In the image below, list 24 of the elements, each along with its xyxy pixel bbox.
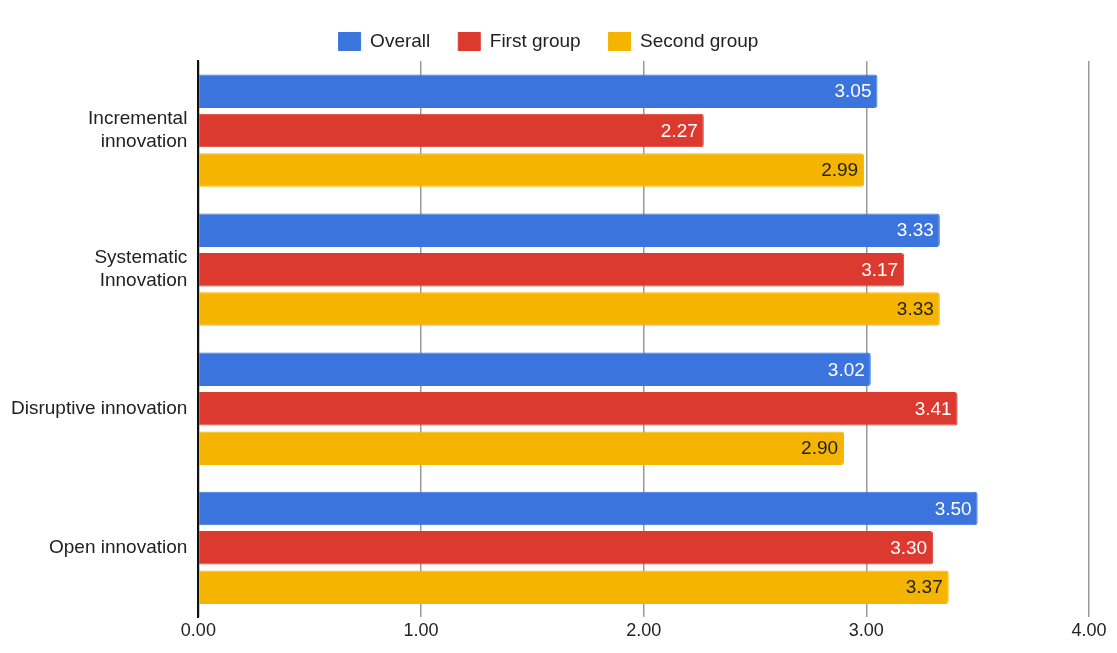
legend-label: Overall bbox=[370, 29, 431, 51]
x-tick-label: 3.00 bbox=[848, 620, 884, 641]
data-label: 3.50 bbox=[934, 497, 972, 519]
x-tick-label: 4.00 bbox=[1071, 620, 1107, 641]
legend-label: Second group bbox=[640, 29, 759, 51]
y-tick-label: Disruptive innovation bbox=[11, 396, 188, 418]
data-label: 3.17 bbox=[861, 258, 899, 280]
x-tick-label: 2.00 bbox=[626, 620, 662, 641]
data-label: 3.02 bbox=[827, 358, 865, 380]
x-tick-label: 0.00 bbox=[180, 620, 216, 641]
data-label: 3.41 bbox=[914, 397, 952, 419]
data-label: 2.27 bbox=[660, 119, 698, 141]
y-tick-label: Incremental innovation bbox=[88, 107, 188, 152]
x-tick-label: 1.00 bbox=[403, 620, 439, 641]
data-label: 3.33 bbox=[896, 298, 934, 320]
data-label: 3.05 bbox=[834, 80, 872, 102]
data-label: 2.99 bbox=[821, 159, 859, 181]
legend-label: First group bbox=[489, 29, 581, 51]
data-label: 3.30 bbox=[890, 537, 928, 559]
data-label: 3.37 bbox=[905, 576, 943, 598]
y-tick-label: Systematic Innovation bbox=[94, 246, 188, 291]
data-label: 3.33 bbox=[896, 219, 934, 241]
data-label: 2.90 bbox=[801, 437, 839, 459]
y-tick-label: Open innovation bbox=[48, 536, 188, 558]
